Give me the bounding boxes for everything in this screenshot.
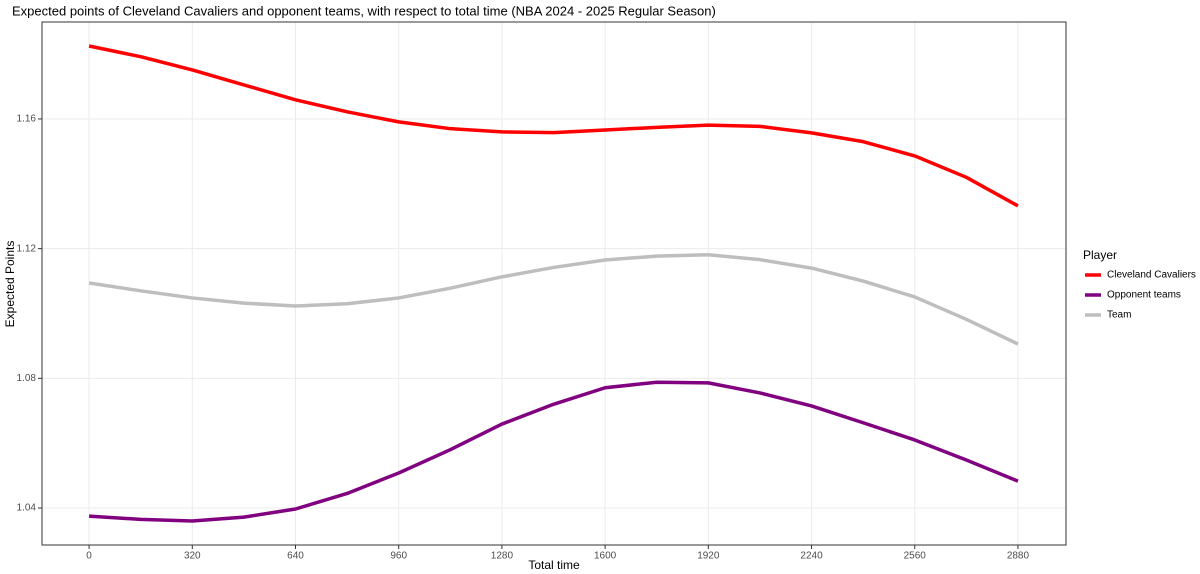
x-tick-label: 2240	[800, 551, 823, 562]
x-tick-label: 1600	[594, 551, 617, 562]
line	[88, 253, 1019, 346]
legend-title: Player	[1083, 248, 1117, 262]
y-axis-title: Expected Points	[3, 241, 17, 328]
x-tick-label: 0	[86, 551, 92, 562]
x-axis-title: Total time	[528, 558, 580, 572]
panel-border	[41, 21, 1067, 546]
legend-label: Cleveland Cavaliers	[1107, 270, 1196, 281]
x-tick-label: 2560	[904, 551, 927, 562]
y-tick-label: 1.12	[17, 243, 37, 254]
x-tick-label: 2880	[1007, 551, 1030, 562]
legend-label: Opponent teams	[1107, 290, 1181, 301]
y-tick-label: 1.08	[17, 373, 37, 384]
y-tick-label: 1.16	[17, 114, 37, 125]
x-tick-label: 1280	[491, 551, 514, 562]
x-tick-label: 320	[184, 551, 201, 562]
x-tick-label: 1920	[697, 551, 720, 562]
x-tick-label: 640	[287, 551, 304, 562]
line	[88, 44, 1019, 208]
chart-title: Expected points of Cleveland Cavaliers a…	[12, 3, 716, 18]
legend-label: Team	[1107, 310, 1131, 321]
line	[88, 380, 1019, 523]
x-tick-label: 960	[390, 551, 407, 562]
y-tick-label: 1.04	[17, 503, 37, 514]
